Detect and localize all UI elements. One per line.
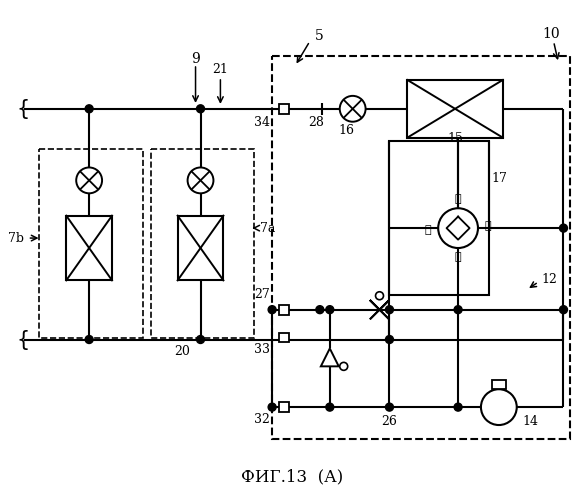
Circle shape	[386, 403, 393, 411]
Circle shape	[386, 306, 393, 314]
Text: 5: 5	[315, 29, 323, 43]
Text: ②: ②	[485, 221, 491, 231]
Polygon shape	[321, 348, 339, 366]
Circle shape	[326, 306, 334, 314]
Circle shape	[454, 306, 462, 314]
Text: ФИГ.13  (А): ФИГ.13 (А)	[241, 468, 343, 485]
Bar	[39, 148, 143, 338]
Bar	[407, 80, 503, 138]
Text: 14: 14	[523, 414, 539, 428]
Circle shape	[454, 403, 462, 411]
Circle shape	[268, 403, 276, 411]
Circle shape	[76, 168, 102, 194]
Text: 21: 21	[213, 62, 229, 76]
Circle shape	[85, 105, 93, 113]
Bar	[151, 148, 254, 338]
Circle shape	[376, 292, 383, 300]
Text: 34: 34	[254, 116, 270, 129]
Bar	[390, 140, 489, 294]
Text: 16: 16	[339, 124, 355, 137]
Circle shape	[268, 306, 276, 314]
Circle shape	[326, 403, 334, 411]
Circle shape	[340, 362, 347, 370]
Text: 7b: 7b	[9, 232, 25, 244]
Circle shape	[481, 389, 517, 425]
Circle shape	[196, 105, 205, 113]
Text: 15: 15	[447, 132, 463, 145]
Text: 32: 32	[254, 412, 270, 426]
Circle shape	[85, 336, 93, 344]
Bar	[492, 380, 506, 389]
Bar	[178, 216, 223, 280]
Bar	[272, 56, 570, 439]
Text: 17: 17	[492, 172, 507, 185]
Circle shape	[438, 208, 478, 248]
Text: 9: 9	[191, 52, 200, 66]
Bar	[279, 332, 289, 342]
Text: 28: 28	[308, 116, 324, 129]
Bar	[279, 304, 289, 314]
Bar	[66, 216, 112, 280]
Text: 12: 12	[541, 274, 557, 286]
Text: 20: 20	[175, 345, 190, 358]
Text: ④: ④	[425, 225, 431, 235]
Text: {: {	[17, 330, 30, 349]
Bar	[279, 402, 289, 412]
Text: ③: ③	[455, 194, 461, 204]
Circle shape	[560, 306, 567, 314]
Text: 33: 33	[254, 343, 270, 356]
Text: {: {	[17, 99, 30, 119]
Circle shape	[560, 224, 567, 232]
Bar	[279, 104, 289, 114]
Text: 7a: 7a	[260, 222, 275, 234]
Circle shape	[386, 336, 393, 344]
Circle shape	[316, 306, 324, 314]
Text: 10: 10	[543, 27, 560, 41]
Text: 26: 26	[381, 414, 397, 428]
Circle shape	[196, 336, 205, 344]
Text: ①: ①	[455, 252, 461, 262]
Circle shape	[340, 96, 366, 122]
Circle shape	[188, 168, 213, 194]
Text: 27: 27	[254, 288, 270, 301]
